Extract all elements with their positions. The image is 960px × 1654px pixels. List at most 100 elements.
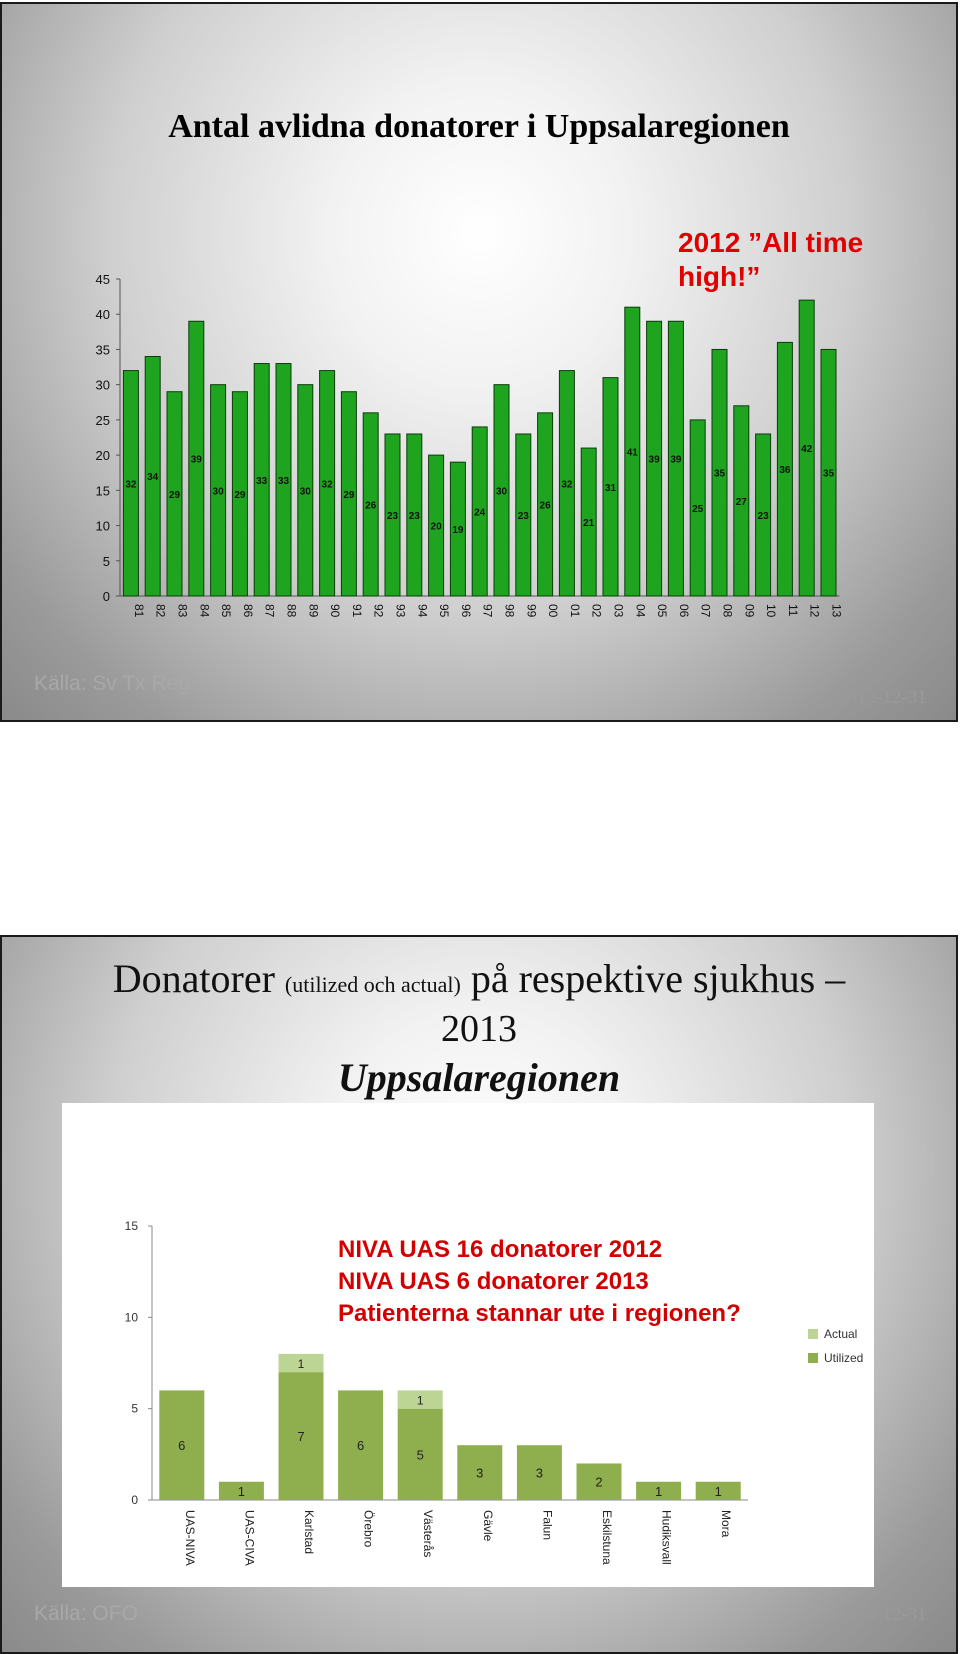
bar xyxy=(362,412,379,597)
all-time-high-annotation: 2012 ”All time high!” xyxy=(678,227,864,292)
bar xyxy=(428,454,445,597)
x-tick-label: 95 xyxy=(437,604,451,618)
y-tick-label: 15 xyxy=(96,483,110,498)
bar xyxy=(515,433,532,597)
x-tick-label: 82 xyxy=(154,604,168,618)
x-tick-label: 87 xyxy=(263,604,277,618)
bar xyxy=(624,306,641,597)
data-label: 32 xyxy=(322,479,334,490)
bar xyxy=(340,391,357,597)
x-tick-label: 06 xyxy=(677,604,691,618)
bar xyxy=(297,384,314,597)
x-tick-label: 92 xyxy=(372,604,386,618)
title-small: (utilized och actual) xyxy=(284,972,461,997)
x-tick-label: 81 xyxy=(132,604,146,618)
x-tick-label: 97 xyxy=(481,604,495,618)
x-tick-label: 83 xyxy=(176,604,190,618)
legend-item-actual: Actual xyxy=(808,1322,863,1346)
data-label: 26 xyxy=(540,500,552,511)
data-label: 30 xyxy=(213,486,225,497)
data-label: 30 xyxy=(300,486,312,497)
x-tick-label: 10 xyxy=(764,604,778,618)
x-tick-label: 94 xyxy=(415,604,429,618)
date-label: 2013-12-31 xyxy=(838,687,927,708)
data-label: 21 xyxy=(583,518,595,529)
x-tick-label: 13 xyxy=(830,604,844,618)
bar xyxy=(166,391,183,597)
bar xyxy=(602,377,619,597)
annotation-line-1: NIVA UAS 16 donatorer 2012 xyxy=(338,1236,663,1263)
x-tick-label: 88 xyxy=(285,604,299,618)
x-tick-label: 99 xyxy=(524,604,538,618)
legend-item-utilized: Utilized xyxy=(808,1346,863,1370)
data-label: 20 xyxy=(431,522,443,533)
data-label: 31 xyxy=(605,483,617,494)
y-tick-label: 40 xyxy=(96,307,110,322)
slide-1: Antal avlidna donatorer i Uppsalaregione… xyxy=(0,2,958,722)
x-tick-label: 02 xyxy=(590,604,604,618)
bar xyxy=(231,391,248,597)
source-label-2: Källa: OFO xyxy=(34,1602,138,1625)
bar xyxy=(449,461,466,597)
y-tick-label: 25 xyxy=(96,413,110,428)
bar xyxy=(580,447,597,597)
data-label: 24 xyxy=(474,507,486,518)
source-label: Källa: Sv Tx Reg xyxy=(34,672,191,695)
data-label: 34 xyxy=(147,472,159,483)
data-label: 29 xyxy=(234,490,246,501)
x-tick-label: 07 xyxy=(699,604,713,618)
data-label: 39 xyxy=(670,455,682,466)
data-label: 23 xyxy=(387,511,399,522)
bar xyxy=(733,405,750,597)
data-label: 23 xyxy=(409,511,421,522)
bar xyxy=(319,370,336,597)
bar xyxy=(776,341,793,597)
chart-title: Antal avlidna donatorer i Uppsalaregione… xyxy=(168,108,790,145)
data-label: 30 xyxy=(496,486,508,497)
x-tick-label: 09 xyxy=(742,604,756,618)
data-label: 27 xyxy=(736,497,748,508)
data-label: 23 xyxy=(758,511,770,522)
y-tick-label: 10 xyxy=(96,519,110,534)
data-label: 36 xyxy=(779,465,791,476)
x-tick-label: 05 xyxy=(655,604,669,618)
x-tick-label: 93 xyxy=(394,604,408,618)
bar xyxy=(493,384,510,597)
data-label: 23 xyxy=(518,511,530,522)
data-label: 39 xyxy=(649,455,661,466)
y-tick-label: 5 xyxy=(103,554,110,569)
bar xyxy=(144,355,161,597)
bar-chart-1: 0510152025303540453281348229833984308529… xyxy=(96,272,844,618)
data-label: 29 xyxy=(169,490,181,501)
x-tick-label: 86 xyxy=(241,604,255,618)
y-tick-label: 30 xyxy=(96,378,110,393)
x-tick-label: 08 xyxy=(721,604,735,618)
bar xyxy=(537,412,554,597)
slide2-title-line1: Donatorer (utilized och actual) på respe… xyxy=(2,955,956,1002)
bar xyxy=(820,348,837,597)
legend-swatch-utilized xyxy=(808,1353,818,1363)
bar xyxy=(711,348,728,597)
x-tick-label: 04 xyxy=(633,604,647,618)
data-label: 32 xyxy=(125,479,137,490)
title-year: 2013 xyxy=(441,1008,517,1050)
annotation-line-2: NIVA UAS 6 donatorer 2013 xyxy=(338,1268,649,1295)
bar xyxy=(558,370,575,597)
bar xyxy=(275,363,292,597)
data-label: 29 xyxy=(343,490,355,501)
legend-label-utilized: Utilized xyxy=(824,1351,864,1365)
y-tick-label: 45 xyxy=(96,272,110,287)
x-tick-label: 00 xyxy=(546,604,560,618)
data-label: 39 xyxy=(191,455,203,466)
title-region: Uppsalaregionen xyxy=(337,1055,621,1100)
x-tick-label: 90 xyxy=(328,604,342,618)
x-tick-label: 11 xyxy=(786,604,800,617)
x-tick-label: 12 xyxy=(808,604,822,618)
x-tick-label: 84 xyxy=(197,604,211,618)
x-tick-label: 01 xyxy=(568,604,582,618)
data-label: 35 xyxy=(823,469,835,480)
bar xyxy=(210,384,227,597)
date-label-2: 2013-12-31 xyxy=(838,1604,927,1625)
legend-swatch-actual xyxy=(808,1329,818,1339)
data-label: 32 xyxy=(561,479,573,490)
